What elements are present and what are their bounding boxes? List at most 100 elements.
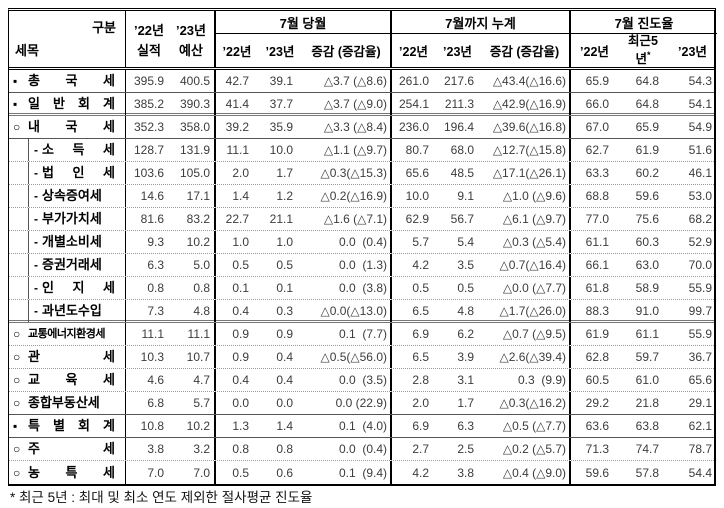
bullet-icon: ▪ [13, 419, 18, 433]
cell-rate-5yr: 60.3 [635, 235, 659, 249]
tax-item-name: 관 세 [28, 349, 115, 364]
cell-rate-23: 68.2 [688, 212, 712, 226]
cell-budget-23: 10.2 [186, 419, 210, 433]
cell-budget-23: 10.2 [186, 235, 210, 249]
corner-label-gubun: 구분 [92, 20, 116, 35]
cell-cum-22: 65.6 [390, 162, 435, 184]
tax-item-label: - 상속증여세 [9, 185, 125, 207]
cell-rate-22: 59.6 [569, 461, 618, 484]
cell-cum-23: 3.9 [457, 350, 474, 364]
cell-rate-5yr: 75.6 [635, 212, 659, 226]
cell-cum-change: △0.2 (△5.7) [502, 442, 566, 456]
cell-jul-22: 41.4 [214, 93, 258, 115]
table-row: - 인 지 세 0.8 0.8 0.1 0.1 0.0 (3.8) 0.5 0.… [9, 277, 714, 300]
bullet-icon: - [34, 235, 38, 249]
header-budget: 예산 [179, 42, 203, 58]
cell-cum-22: 4.2 [390, 461, 435, 484]
cell-cum-23: 48.5 [450, 166, 474, 180]
tax-item-name: 교 육 세 [28, 372, 115, 387]
cell-jul-change: △1.1 (△9.7) [323, 143, 387, 157]
indent-divider [9, 162, 29, 184]
cell-jul-22: 0.8 [214, 438, 258, 460]
indent-divider [9, 139, 29, 161]
cell-rate-22: 71.3 [569, 438, 618, 460]
cell-jul-change: 0.1 (9.4) [338, 465, 387, 480]
cell-cum-change: △17.1(△26.1) [492, 166, 566, 180]
cell-rate-22: 61.1 [569, 231, 618, 253]
bullet-icon: ▪ [13, 74, 18, 88]
table-row: ○ 종합부동산세 6.8 5.7 0.0 0.0 0.0 (22.9) 2.0 … [9, 392, 714, 415]
cell-rate-5yr: 58.9 [635, 281, 659, 295]
cell-actual-22: 10.8 [125, 415, 170, 437]
cell-rate-5yr: 65.9 [635, 120, 659, 134]
cell-cum-change: △1.0 (△9.6) [502, 189, 566, 203]
cell-jul-change: △3.7 (△8.6) [323, 74, 387, 88]
bullet-icon: - [34, 189, 38, 203]
cell-actual-22: 6.8 [125, 392, 170, 414]
cell-cum-change: △43.4(△16.6) [492, 74, 566, 88]
table-row: ○ 관 세 10.3 10.7 0.9 0.4 △0.5(△56.0) 6.5 … [9, 346, 714, 369]
cell-rate-22: 66.1 [569, 254, 618, 276]
cell-rate-23: 55.9 [688, 281, 712, 295]
cell-rate-23: 53.0 [688, 189, 712, 203]
cell-budget-23: 10.7 [186, 350, 210, 364]
cell-jul-23: 1.0 [276, 235, 293, 249]
cell-jul-22: 22.7 [214, 208, 258, 230]
table-row: ○ 농 특 세 7.0 7.0 0.5 0.6 0.1 (9.4) 4.2 3.… [9, 461, 714, 484]
subheader-jul-23: ’23년 [265, 45, 295, 59]
header-year-22: ’22년 [133, 22, 165, 38]
bullet-icon: ○ [13, 396, 21, 410]
cell-cum-change: △0.0 (△7.7) [502, 281, 566, 295]
cell-jul-change: 0.0 (1.3) [338, 258, 387, 272]
cell-actual-22: 395.9 [125, 70, 170, 92]
cell-cum-22: 2.8 [390, 369, 435, 391]
cell-cum-23: 3.8 [457, 465, 474, 480]
cell-rate-23: 36.7 [688, 350, 712, 364]
cell-cum-23: 6.3 [457, 419, 474, 433]
bullet-icon: ○ [13, 442, 21, 456]
cell-actual-22: 0.8 [125, 277, 170, 299]
cell-actual-22: 128.7 [125, 139, 170, 161]
cell-actual-22: 81.6 [125, 208, 170, 230]
cell-rate-22: 63.6 [569, 415, 618, 437]
cell-jul-22: 2.0 [214, 162, 258, 184]
table-row: - 개별소비세 9.3 10.2 1.0 1.0 0.0 (0.4) 5.7 5… [9, 231, 714, 254]
header-year-23: ’23년 [175, 22, 207, 38]
tax-item-label: ▪ 총 국 세 [9, 70, 125, 92]
cell-jul-22: 0.1 [214, 277, 258, 299]
cell-budget-23: 11.1 [187, 327, 210, 341]
cell-rate-23: 29.1 [688, 396, 712, 410]
cell-actual-22: 14.6 [125, 185, 170, 207]
bullet-icon: ○ [13, 350, 21, 364]
cell-rate-22: 62.8 [569, 346, 618, 368]
cell-rate-22: 63.3 [569, 162, 618, 184]
tax-item-name: 일 반 회 계 [28, 96, 115, 111]
cell-cum-23: 56.7 [450, 212, 474, 226]
cell-cum-23: 6.2 [457, 327, 474, 341]
cell-cum-change: △0.4 (△9.0) [502, 465, 566, 480]
cell-rate-23: 52.9 [688, 235, 712, 249]
bullet-icon: - [34, 281, 38, 295]
cell-jul-22: 0.4 [214, 369, 258, 391]
cell-jul-23: 0.1 [276, 281, 293, 295]
cell-cum-22: 254.1 [390, 93, 435, 115]
cell-rate-5yr: 59.6 [635, 189, 659, 203]
tax-item-label: - 개별소비세 [9, 231, 125, 253]
cell-cum-22: 5.7 [390, 231, 435, 253]
cell-cum-22: 261.0 [390, 70, 435, 92]
tax-item-name: 교통에너지환경세 [28, 328, 105, 340]
cell-jul-change: △0.2(△16.9) [320, 189, 388, 203]
cell-jul-change: △3.7 (△9.0) [323, 97, 387, 111]
cell-cum-23: 196.4 [443, 120, 474, 134]
cell-rate-5yr: 64.8 [635, 97, 659, 111]
cell-cum-22: 6.9 [390, 323, 435, 345]
cell-jul-23: 0.5 [276, 258, 293, 272]
cell-jul-change: 0.0 (3.8) [338, 281, 387, 295]
cell-rate-5yr: 74.7 [635, 442, 659, 456]
subheader-cum-23: ’23년 [443, 45, 472, 59]
cell-jul-23: 37.7 [269, 97, 293, 111]
cell-rate-5yr: 61.9 [635, 143, 659, 157]
tax-item-name: 주 세 [28, 441, 115, 456]
corner-label-semok: 세목 [15, 43, 39, 58]
cell-jul-23: 0.6 [276, 465, 293, 480]
